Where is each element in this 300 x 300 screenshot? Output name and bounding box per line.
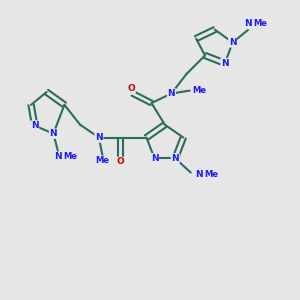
Text: Me: Me (95, 156, 110, 165)
Text: Me: Me (63, 152, 77, 161)
Text: O: O (128, 84, 135, 93)
Text: N: N (54, 152, 62, 161)
Text: N: N (31, 121, 38, 130)
Text: N: N (195, 169, 203, 178)
Text: N: N (221, 59, 229, 68)
Text: N: N (168, 89, 175, 98)
Text: N: N (244, 20, 252, 28)
Text: Me: Me (254, 20, 268, 28)
Text: N: N (50, 129, 57, 138)
Text: Me: Me (192, 86, 206, 95)
Text: N: N (95, 133, 103, 142)
Text: Me: Me (205, 169, 218, 178)
Text: N: N (172, 154, 179, 163)
Text: N: N (229, 38, 236, 47)
Text: O: O (116, 158, 124, 166)
Text: N: N (151, 154, 158, 163)
